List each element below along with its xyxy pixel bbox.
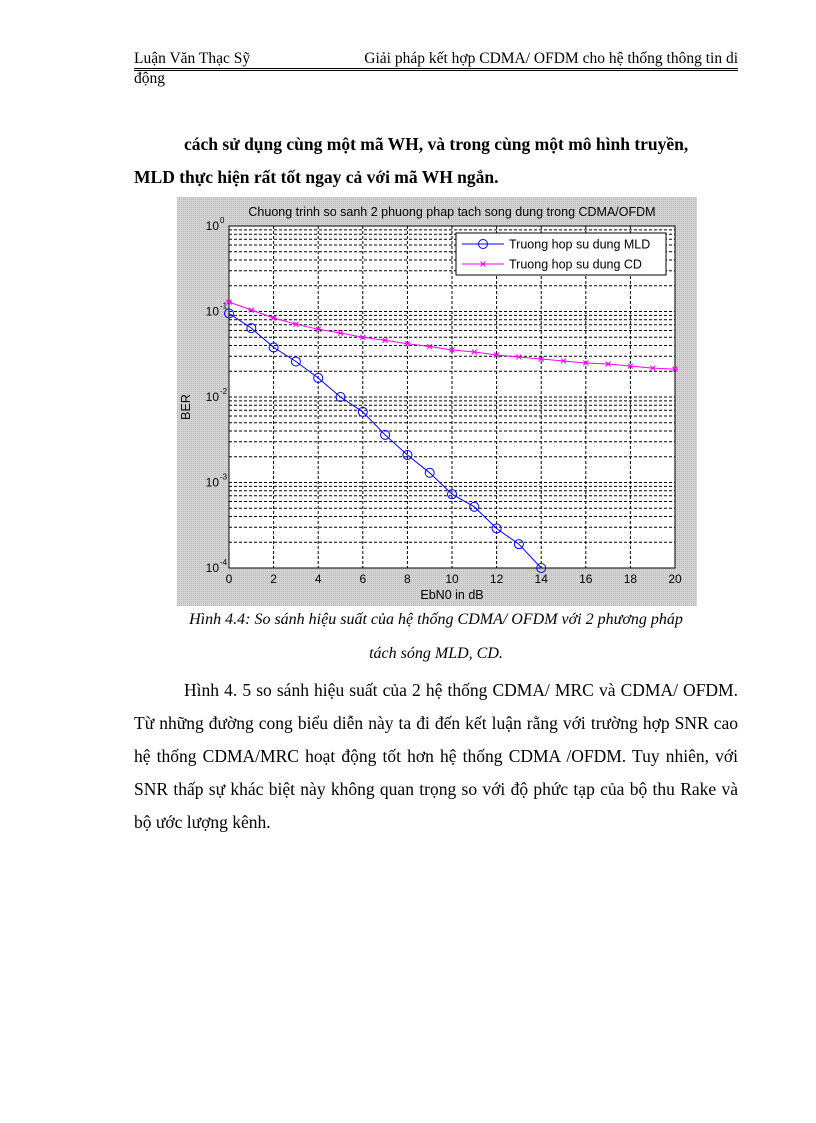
x-tick-label: 4	[315, 572, 322, 586]
paragraph-1-line-1: cách sử dụng cùng một mã WH, và trong cù…	[184, 134, 689, 154]
x-tick-label: 8	[404, 572, 411, 586]
header-rule	[134, 68, 738, 71]
legend-label: Truong hop su dung MLD	[509, 238, 650, 252]
header-right-title: Giải pháp kết hợp CDMA/ OFDM cho hệ thốn…	[364, 50, 738, 67]
x-tick-label: 10	[445, 572, 459, 586]
axes-frame	[228, 225, 676, 569]
y-tick-exponent: -2	[220, 387, 228, 396]
x-tick-label: 2	[270, 572, 277, 586]
paragraph-1-line-2: MLD thực hiện rất tốt ngay cả với mã WH …	[134, 167, 499, 187]
x-tick-label: 14	[535, 572, 549, 586]
x-tick-label: 12	[490, 572, 504, 586]
paragraph-1: cách sử dụng cùng một mã WH, và trong cù…	[134, 128, 738, 194]
page-header: Luận Văn Thạc Sỹ Giải pháp kết hợp CDMA/…	[134, 50, 738, 88]
header-left-title: Luận Văn Thạc Sỹ	[134, 50, 251, 67]
figure-caption-line-1: Hình 4.4: So sánh hiệu suất của hệ thống…	[189, 611, 683, 628]
y-tick-label: 10	[206, 219, 220, 233]
y-tick-exponent: -3	[220, 473, 228, 482]
chart-legend: Truong hop su dung MLD Truong hop su dung…	[455, 232, 667, 276]
figure-caption: Hình 4.4: So sánh hiệu suất của hệ thống…	[134, 603, 738, 671]
data-series	[224, 299, 678, 573]
x-tick-label: 18	[624, 572, 638, 586]
y-tick-label: 10	[206, 561, 220, 575]
y-tick-label: 10	[206, 390, 220, 404]
y-axis-label: BER	[179, 394, 193, 420]
y-tick-label: 10	[206, 476, 220, 490]
paragraph-2-text: Hình 4. 5 so sánh hiệu suất của 2 hệ thố…	[134, 680, 738, 832]
x-axis-label: EbN0 in dB	[420, 588, 483, 602]
legend-label: Truong hop su dung CD	[509, 258, 642, 272]
y-tick-exponent: -1	[220, 302, 228, 311]
header-continuation: động	[134, 70, 165, 87]
series-cd	[226, 299, 678, 372]
x-tick-label: 6	[359, 572, 366, 586]
y-tick-exponent: 0	[220, 216, 225, 225]
y-tick-label: 10	[206, 305, 220, 319]
y-tick-exponent: -4	[220, 558, 228, 567]
x-tick-label: 16	[579, 572, 593, 586]
figure-caption-line-2: tách sóng MLD, CD.	[369, 645, 503, 662]
chart-title: Chuong trinh so sanh 2 phuong phap tach …	[248, 205, 655, 219]
legend-box	[455, 232, 667, 276]
paragraph-2: Hình 4. 5 so sánh hiệu suất của 2 hệ thố…	[134, 674, 738, 839]
grid-lines	[229, 226, 675, 568]
x-tick-label: 0	[226, 572, 233, 586]
x-tick-label: 20	[668, 572, 682, 586]
series-mld	[224, 308, 547, 573]
ber-chart-figure: 0 2 4 6 8 10 12 14 16 18 20 10 0 10 -1 10 -2 10 -3 10 -4 Chu…	[177, 197, 697, 606]
